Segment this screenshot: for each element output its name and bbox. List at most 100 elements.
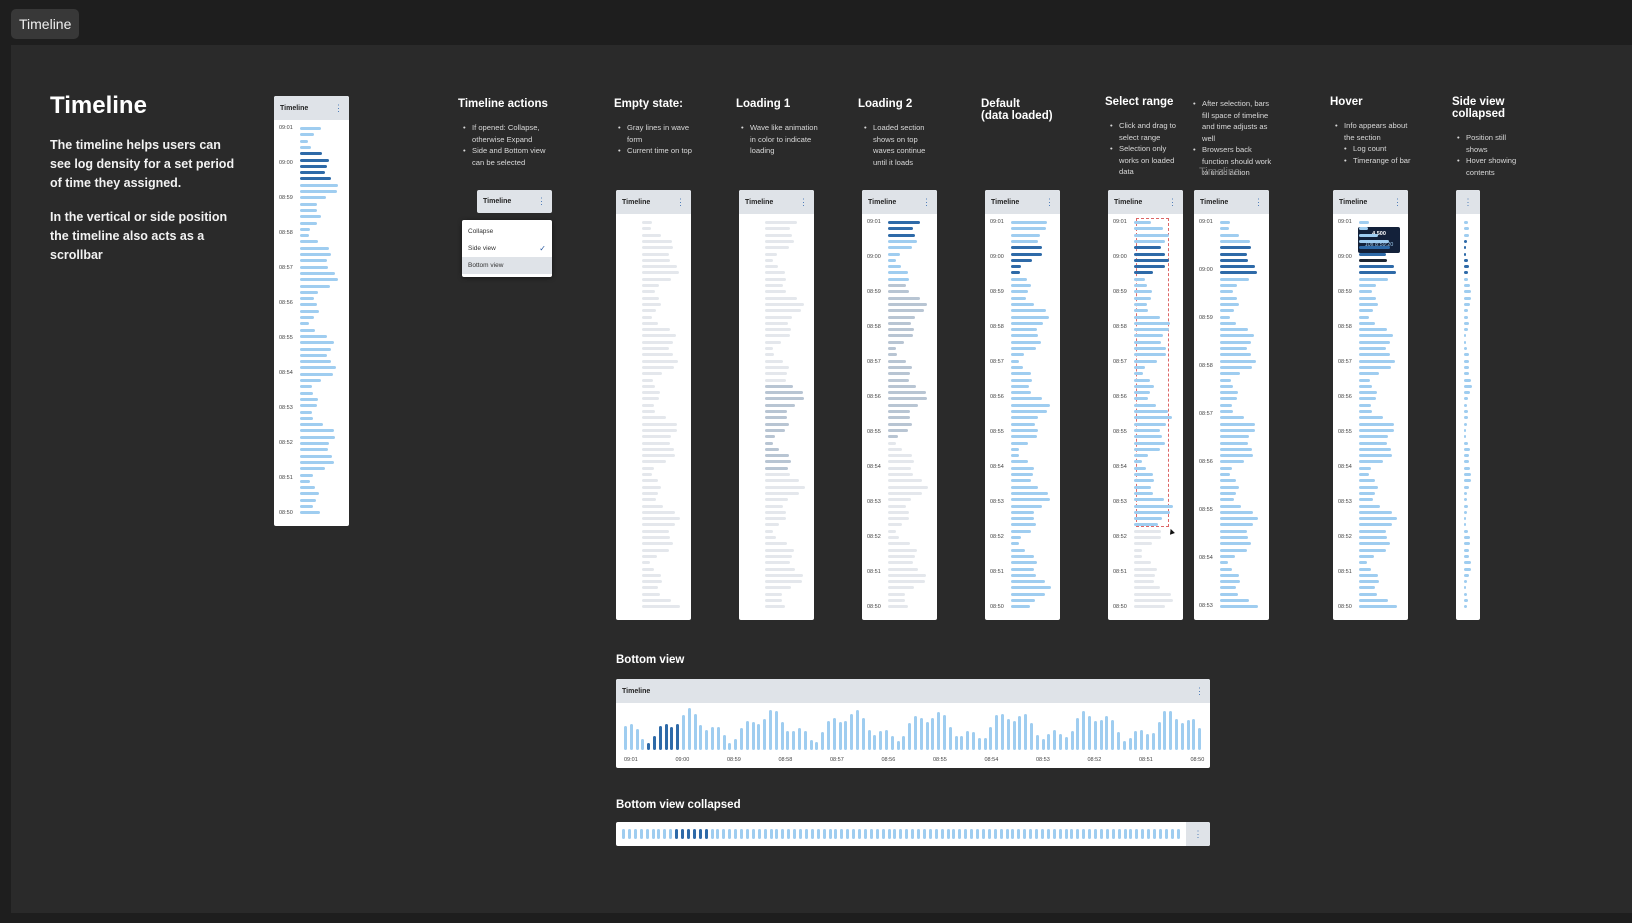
timeline-panel-bottom-collapsed[interactable]: ⋮ [616, 822, 1210, 846]
density-bar [1122, 740, 1126, 750]
time-tick: 08:54 [990, 464, 1004, 470]
note: After selection, bars fill space of time… [1193, 98, 1273, 144]
density-bar [1359, 309, 1373, 313]
density-bar [846, 829, 850, 839]
density-bar [1011, 435, 1038, 439]
density-bar [765, 504, 784, 508]
time-tick: 09:01 [867, 219, 881, 225]
density-bar [1134, 221, 1151, 224]
density-bar [1220, 529, 1247, 533]
intro-scrollbar-note: In the vertical or side position the tim… [50, 210, 228, 262]
density-bar [1220, 265, 1255, 269]
time-tick: 08:57 [1113, 359, 1127, 365]
density-bar [300, 505, 314, 508]
timeline-actions-menu: Collapse Side view ✓ Bottom view [462, 220, 552, 277]
more-icon[interactable]: ⋮ [1463, 196, 1473, 207]
timeline-panel-loading1[interactable]: Timeline ⋮ [739, 190, 814, 620]
density-bar [1134, 410, 1168, 413]
more-icon[interactable]: ⋮ [1193, 828, 1203, 839]
more-icon[interactable]: ⋮ [922, 196, 931, 207]
after-notes: After selection, bars fill space of time… [1193, 98, 1273, 179]
density-bar [642, 485, 662, 489]
more-icon[interactable]: ⋮ [334, 102, 343, 113]
density-bar [1359, 359, 1395, 363]
timeline-panel-hero[interactable]: Timeline ⋮ 09:01 09:00 08:59 08:58 08:57 08:56… [274, 96, 349, 526]
timeline-panel-default[interactable]: Timeline ⋮ 09:01 09:00 08:59 08:58 08:57 08:56… [985, 190, 1060, 620]
density-bar [763, 718, 767, 750]
density-bar [1011, 554, 1035, 558]
density-bar [1134, 504, 1173, 508]
menu-item-collapse[interactable]: Collapse [468, 228, 494, 235]
density-bar [1220, 290, 1234, 294]
density-bar [1359, 485, 1379, 489]
density-bar [888, 258, 897, 262]
menu-item-side-view[interactable]: Side view ✓ [462, 240, 552, 257]
density-bar [745, 829, 749, 839]
actions-heading: Timeline actions [458, 98, 548, 110]
density-bar [888, 353, 897, 357]
density-bar [1359, 479, 1375, 483]
more-icon[interactable]: ⋮ [1254, 196, 1263, 207]
density-bar [300, 297, 314, 301]
time-tick: 08:54 [1199, 555, 1213, 561]
density-bar [1220, 296, 1238, 300]
timeline-panel-after-selection[interactable]: Timeline ⋮ 09:01 09:00 08:59 08:58 08:57 08:56… [1194, 190, 1269, 620]
density-bar [948, 726, 952, 750]
empty-heading: Empty state: [614, 98, 684, 110]
more-icon[interactable]: ⋮ [1045, 196, 1054, 207]
timeline-panel-collapsed-header[interactable]: Timeline ⋮ [477, 190, 552, 213]
menu-item-bottom-view[interactable]: Bottom view [462, 257, 552, 274]
timeline-panel-empty[interactable]: Timeline ⋮ [616, 190, 691, 620]
density-bar [1134, 561, 1151, 565]
more-icon[interactable]: ⋮ [1393, 196, 1402, 207]
density-bar [1464, 498, 1468, 502]
more-icon[interactable]: ⋮ [537, 196, 546, 206]
timeline-panel-side-collapsed[interactable]: ⋮ [1456, 190, 1480, 620]
timeline-panel-select[interactable]: Timeline ⋮ ▲ 09:01 09:00 08:59 08:58 08:57 08:… [1108, 190, 1183, 620]
density-bar [888, 441, 897, 445]
density-bar [765, 403, 795, 407]
actions-notes: If opened: Collapse, otherwise Expand Si… [463, 122, 553, 168]
more-icon[interactable]: ⋮ [676, 196, 685, 207]
density-bar [1088, 715, 1091, 750]
density-bar [1220, 239, 1250, 243]
density-bar [888, 315, 915, 319]
density-bar [658, 725, 662, 750]
density-bar [642, 277, 671, 281]
density-bar [1464, 290, 1472, 294]
time-tick: 08:59 [1113, 289, 1127, 295]
density-bar [1464, 359, 1470, 363]
density-bar [917, 829, 920, 839]
tab-timeline[interactable]: Timeline [11, 9, 80, 39]
density-bar [642, 580, 662, 584]
timeline-panel-loading2[interactable]: Timeline ⋮ 09:01 09:00 08:59 08:58 08:57 08:56… [862, 190, 937, 620]
note: Wave like animation in color to indicate… [741, 122, 819, 157]
more-icon[interactable]: ⋮ [1168, 196, 1177, 207]
timeline-panel-bottom[interactable]: Timeline ⋮ 09:01 09:00 08:59 08:58 08:57 08:56… [616, 679, 1210, 768]
density-bar [642, 517, 680, 521]
density-bar [1046, 829, 1050, 839]
density-bar [1220, 447, 1253, 451]
density-bar [1220, 517, 1258, 521]
density-bar [1220, 328, 1248, 332]
density-bar [1064, 829, 1068, 839]
density-bar [960, 735, 964, 750]
density-bar [1359, 271, 1397, 275]
density-bar [300, 183, 339, 187]
more-icon[interactable]: ⋮ [1195, 685, 1204, 696]
density-bar [1082, 711, 1086, 750]
density-bar [670, 726, 674, 750]
density-bar [675, 829, 679, 839]
density-bar [300, 190, 337, 193]
more-icon[interactable]: ⋮ [799, 196, 808, 207]
bottom-collapsed-menu[interactable]: ⋮ [1186, 822, 1210, 846]
density-bar [1134, 479, 1155, 483]
density-bar [1359, 252, 1387, 256]
density-bar [1220, 428, 1255, 432]
timeline-panel-hover[interactable]: Timeline ⋮ 4 500 10s 8:59:20 09:01 09:00 08… [1333, 190, 1408, 620]
density-bar [1011, 504, 1042, 508]
density-bar [1359, 258, 1387, 262]
density-bar [1220, 315, 1230, 319]
density-bar [765, 498, 788, 502]
density-bar [888, 384, 917, 388]
